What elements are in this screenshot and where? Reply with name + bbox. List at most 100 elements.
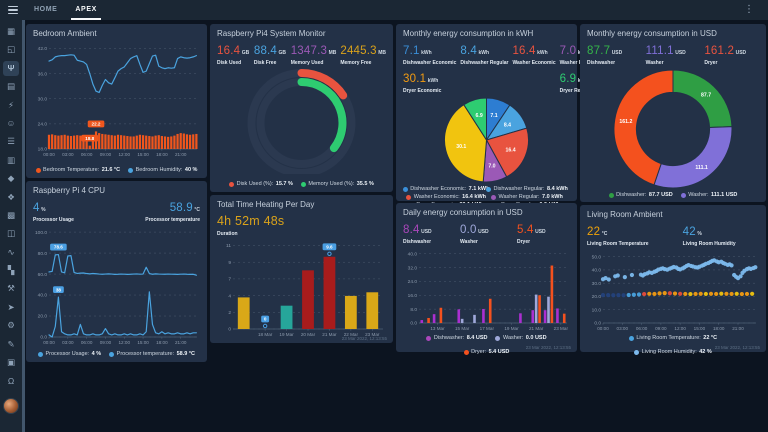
automations-icon[interactable]: ❖ [7, 191, 15, 202]
tab-home[interactable]: HOME [34, 5, 58, 13]
svg-text:23 Mar: 23 Mar [365, 332, 380, 337]
legend-dot-icon [109, 351, 115, 357]
svg-text:40.0: 40.0 [38, 293, 48, 299]
scrollbar[interactable] [22, 20, 25, 432]
updates-icon[interactable]: ➤ [7, 301, 15, 312]
legend-dot-icon [128, 167, 134, 173]
svg-text:21:00: 21:00 [732, 326, 744, 331]
legend-item[interactable]: Memory Used (%): 35.5 % [300, 181, 374, 187]
legend-dot-icon [406, 194, 412, 200]
svg-text:20.0: 20.0 [592, 294, 602, 300]
legend-item[interactable]: Bedroom Humidity: 40 % [128, 167, 197, 173]
history-icon[interactable]: ▥ [6, 154, 16, 165]
legend-dot-icon [490, 194, 496, 200]
svg-text:7.1: 7.1 [490, 113, 497, 119]
svg-text:21 Mar: 21 Mar [529, 326, 544, 331]
legend-item[interactable]: Washer Economic: 16.4 kWh [406, 194, 486, 200]
legend-item[interactable]: Living Room Temperature: 22 °C [628, 335, 717, 341]
panel-title: Daily energy consumption in USD [403, 208, 523, 217]
panel-timestamp: 23 Mar 2022, 12:13:55 [525, 344, 571, 350]
sidebar: ▦ ◱ Ψ ▤ ⚡ ☺ ☰ ▥ ◆ ❖ ▩ ◫ ∿ ▚ ⚒ ➤ ⚙ ✎ ▣ Ω [0, 20, 22, 432]
monthly-usd-donut-chart: 87.7 111.1 161.2 [613, 69, 733, 189]
legend-item[interactable]: Living Room Humidity: 42 % [634, 349, 712, 355]
legend-item[interactable]: Processor temperature: 58.9 °C [109, 351, 195, 357]
legend-item[interactable]: Dishwasher: 87.7 USD [608, 192, 673, 198]
more-options-icon[interactable]: ⋮ [744, 4, 754, 15]
legend-dot-icon [608, 192, 614, 198]
svg-text:6.9: 6.9 [476, 113, 483, 119]
stat-dishwasher-usd: 87.7 USD Dishwasher [587, 45, 623, 66]
legend-item[interactable]: Bedroom Temperature: 21.6 °C [35, 167, 120, 173]
svg-text:32.0: 32.0 [408, 265, 418, 271]
camera-icon[interactable]: ▣ [6, 357, 16, 368]
daily-usd-legend: Dishwasher: 8.4 USD Washer: 0.0 USD Dryer:… [403, 335, 570, 355]
media-icon[interactable]: ◱ [6, 44, 16, 55]
svg-text:78.6: 78.6 [54, 245, 63, 250]
areas-icon[interactable]: ▤ [6, 81, 16, 92]
legend-item[interactable]: Washer: 0.0 USD [495, 335, 547, 341]
svg-text:87.7: 87.7 [701, 92, 711, 98]
menu-icon[interactable] [8, 6, 18, 14]
terminal-icon[interactable]: ◫ [6, 228, 16, 239]
legend-dot-icon [485, 186, 491, 192]
tab-apex[interactable]: APEX [71, 0, 101, 20]
panel-monthly-kwh: Monthly energy consumption in kWH 7.1 kWh… [396, 24, 598, 208]
legend-item[interactable]: Disk Used (%): 15.7 % [229, 181, 293, 187]
panel-system-monitor: Raspberry Pi4 System Monitor 16.4 GB Disk… [210, 24, 393, 192]
legend-item[interactable]: Washer: 111.1 USD [680, 192, 737, 198]
panel-living-room: Living Room Ambient 22 °C Living Room Tem… [580, 205, 766, 355]
legend-item[interactable]: Washer Regular: 7.0 kWh [489, 194, 566, 200]
security-icon[interactable]: ◆ [7, 173, 15, 184]
people-icon[interactable]: ☺ [6, 118, 16, 129]
svg-text:18:00: 18:00 [156, 152, 168, 157]
plant-network-icon[interactable]: Ψ [3, 60, 19, 76]
panel-monthly-usd: Monthly energy consumption in USD 87.7 US… [580, 24, 766, 212]
svg-text:50.0: 50.0 [592, 254, 602, 260]
svg-text:30.0: 30.0 [38, 96, 48, 102]
panel-heating-time: Total Time Heating Per Day 4h 52m 48s Du… [210, 195, 393, 343]
legend-item[interactable]: Dishwasher Regular: 8.4 kWh [485, 186, 568, 192]
svg-text:03:00: 03:00 [62, 152, 74, 157]
svg-text:15:00: 15:00 [137, 152, 149, 157]
legend-item[interactable]: Dishwasher Economic: 7.1 kWh [402, 186, 489, 192]
legend-item[interactable]: Dryer: 5.4 USD [463, 349, 509, 355]
cpu-legend: Processor Usage: 4 % Processor temperatur… [33, 351, 200, 357]
stat-daily-dryer: 5.4 USD Dryer [517, 224, 546, 245]
panel-title: Raspberry Pi 4 CPU [33, 186, 106, 195]
legend-dot-icon [37, 351, 43, 357]
svg-text:09:00: 09:00 [100, 152, 112, 157]
legend-dot-icon [402, 186, 408, 192]
tools-icon[interactable]: ⚒ [7, 283, 15, 294]
media-browser-icon[interactable]: ▚ [7, 265, 15, 276]
stat-heating-duration: 4h 52m 48s Duration [217, 214, 285, 237]
svg-text:0: 0 [228, 327, 231, 333]
daily-usd-bar-chart: 40.0 32.0 24.0 16.0 8.0 0.0 13 Mar 15 Mar 17 Mar… [408, 251, 569, 331]
notifications-icon[interactable]: Ω [7, 375, 15, 386]
energy-icon[interactable]: ⚡ [8, 99, 14, 110]
panel-cpu: Raspberry Pi 4 CPU 4% Processor Usage 58… [26, 181, 207, 362]
user-avatar[interactable] [3, 397, 19, 414]
svg-text:09:00: 09:00 [655, 326, 667, 331]
legend-item[interactable]: Processor Usage: 4 % [37, 351, 101, 357]
dashboards-icon[interactable]: ▦ [6, 26, 16, 36]
logbook-icon[interactable]: ☰ [7, 136, 15, 147]
calculator-icon[interactable]: ▩ [6, 209, 16, 220]
view-tabs: HOME APEX [30, 0, 101, 20]
svg-text:18.8: 18.8 [85, 136, 94, 141]
svg-text:30.1: 30.1 [456, 144, 466, 150]
stat-memory-used: 1347.3 MB Memory Used [290, 45, 337, 66]
panel-timestamp: 23 Mar 2022, 12:13:55 [714, 344, 760, 350]
svg-text:161.2: 161.2 [619, 119, 632, 125]
svg-text:4: 4 [228, 293, 231, 299]
stat-dryer-economic: 30.1 kWh Dryer Economic [403, 73, 442, 94]
svg-text:9: 9 [228, 260, 231, 266]
system-monitor-gauge [247, 69, 356, 174]
svg-text:8.0: 8.0 [410, 307, 417, 313]
legend-item[interactable]: Dishwasher: 8.4 USD [426, 335, 487, 341]
settings-icon[interactable]: ⚙ [7, 320, 15, 331]
panel-title: Monthly energy consumption in kWH [403, 29, 534, 38]
edit-icon[interactable]: ✎ [7, 338, 15, 349]
living-room-chart: 50.0 40.0 30.0 20.0 10.0 0.000:00 03:00 06:00 09… [592, 254, 758, 331]
analytics-icon[interactable]: ∿ [7, 246, 15, 257]
